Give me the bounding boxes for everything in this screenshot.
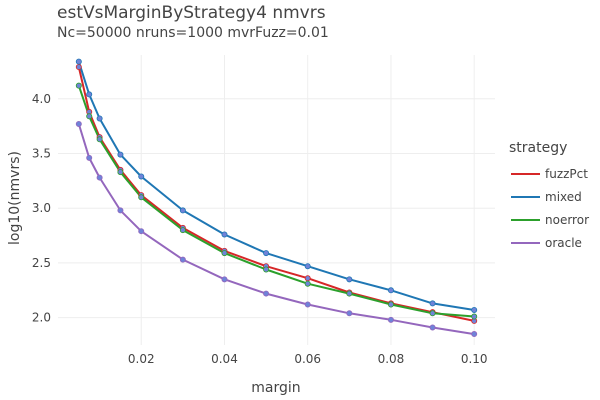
data-point-oracle bbox=[387, 316, 394, 323]
data-point-oracle bbox=[75, 120, 82, 127]
chart-title: estVsMarginByStrategy4 nmvrs bbox=[57, 3, 326, 23]
data-point-mixed bbox=[117, 151, 124, 158]
x-axis-label: margin bbox=[251, 380, 300, 396]
y-tick-label: 2.0 bbox=[32, 311, 51, 325]
data-point-noerror bbox=[75, 82, 82, 89]
data-point-noerror bbox=[96, 136, 103, 143]
data-point-oracle bbox=[117, 207, 124, 214]
data-point-noerror bbox=[138, 194, 145, 201]
y-axis-ticks: 2.0 2.5 3.0 3.5 4.0 bbox=[32, 92, 51, 325]
data-point-mixed bbox=[221, 231, 228, 238]
y-tick-label: 3.0 bbox=[32, 201, 51, 215]
y-tick-label: 3.5 bbox=[32, 146, 51, 160]
data-point-oracle bbox=[346, 310, 353, 317]
series-group bbox=[75, 58, 478, 338]
grid bbox=[58, 55, 495, 345]
x-tick-label: 0.04 bbox=[211, 352, 238, 366]
series-line-noerror bbox=[77, 85, 475, 318]
data-point-oracle bbox=[138, 228, 145, 235]
data-point-mixed bbox=[471, 306, 478, 313]
data-point-noerror bbox=[471, 313, 478, 320]
legend-label-fuzzPct: fuzzPct bbox=[545, 167, 588, 181]
data-point-oracle bbox=[221, 276, 228, 283]
legend-label-mixed: mixed bbox=[545, 190, 582, 204]
data-point-noerror bbox=[387, 301, 394, 308]
y-axis-label: log10(nmvrs) bbox=[7, 151, 23, 245]
data-point-mixed bbox=[387, 287, 394, 294]
data-point-mixed bbox=[75, 58, 82, 65]
chart-subtitle: Nc=50000 nruns=1000 mvrFuzz=0.01 bbox=[57, 25, 329, 41]
data-point-mixed bbox=[263, 250, 270, 257]
data-point-noerror bbox=[429, 310, 436, 317]
x-tick-label: 0.10 bbox=[461, 352, 488, 366]
data-point-noerror bbox=[346, 290, 353, 297]
data-point-oracle bbox=[179, 256, 186, 263]
x-tick-label: 0.02 bbox=[128, 352, 155, 366]
data-point-noerror bbox=[221, 250, 228, 257]
series-line-oracle bbox=[77, 123, 475, 336]
legend: strategy fuzzPct mixed noerror oracle bbox=[509, 140, 589, 250]
data-point-noerror bbox=[117, 169, 124, 176]
data-point-oracle bbox=[263, 290, 270, 297]
data-point-noerror bbox=[86, 113, 93, 120]
data-point-mixed bbox=[96, 115, 103, 122]
x-axis-ticks: 0.02 0.04 0.06 0.08 0.10 bbox=[128, 352, 488, 366]
data-point-mixed bbox=[304, 263, 311, 270]
data-point-mixed bbox=[429, 300, 436, 307]
data-point-fuzzPct bbox=[304, 275, 311, 282]
x-tick-label: 0.06 bbox=[294, 352, 321, 366]
data-point-oracle bbox=[304, 301, 311, 308]
data-point-mixed bbox=[86, 91, 93, 98]
legend-title: strategy bbox=[509, 140, 567, 156]
data-point-noerror bbox=[179, 227, 186, 234]
legend-label-noerror: noerror bbox=[545, 213, 589, 227]
x-tick-label: 0.08 bbox=[378, 352, 405, 366]
data-point-noerror bbox=[304, 280, 311, 287]
y-tick-label: 2.5 bbox=[32, 256, 51, 270]
data-point-mixed bbox=[346, 276, 353, 283]
data-point-oracle bbox=[429, 324, 436, 331]
y-tick-label: 4.0 bbox=[32, 92, 51, 106]
data-point-fuzzPct bbox=[75, 64, 82, 71]
legend-label-oracle: oracle bbox=[545, 236, 582, 250]
data-point-oracle bbox=[471, 331, 478, 338]
data-point-mixed bbox=[179, 207, 186, 214]
data-point-noerror bbox=[263, 266, 270, 273]
data-point-oracle bbox=[86, 154, 93, 161]
data-point-oracle bbox=[96, 174, 103, 181]
data-point-mixed bbox=[138, 173, 145, 180]
